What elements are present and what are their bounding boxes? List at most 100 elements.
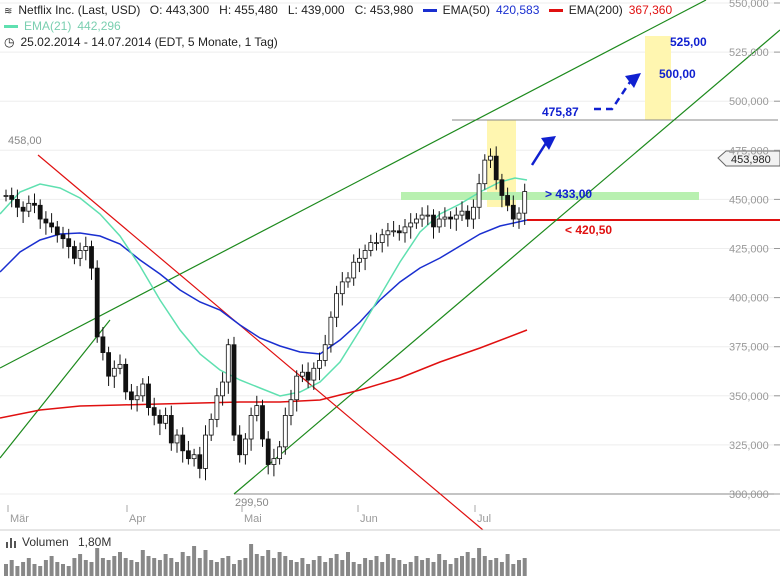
projection-arrow-2-head xyxy=(625,73,641,88)
volume-bar xyxy=(306,564,311,576)
candle-body xyxy=(94,267,100,338)
candle-body xyxy=(168,415,174,444)
bars-icon xyxy=(6,538,16,548)
volume-bar xyxy=(180,552,185,576)
candle-body xyxy=(123,363,129,393)
volume-value: 1,80M xyxy=(78,535,111,549)
candle-body xyxy=(391,230,397,233)
candle-body xyxy=(277,446,283,460)
candle-body xyxy=(83,246,89,251)
volume-bars xyxy=(4,544,527,576)
ema200-swatch xyxy=(548,9,563,13)
candle-body xyxy=(493,155,499,181)
volume-bar xyxy=(72,558,77,576)
candle-body xyxy=(54,226,60,236)
candle-body xyxy=(356,257,362,263)
volume-bar xyxy=(271,558,276,576)
candle-body xyxy=(265,438,271,465)
volume-bar xyxy=(232,564,236,576)
volume-bar xyxy=(89,562,94,576)
candle-body xyxy=(476,183,482,208)
candles xyxy=(3,146,528,481)
ema21-line xyxy=(0,177,528,397)
candle-body xyxy=(413,218,419,224)
volume-bar xyxy=(499,562,504,576)
ohlc-values: O: 443,300 H: 455,480 L: 439,000 C: 453,… xyxy=(149,3,414,17)
candle-body xyxy=(32,202,37,206)
volume-bar xyxy=(21,562,26,576)
candle-body xyxy=(419,214,425,220)
volume-bar xyxy=(380,562,385,576)
volume-bar xyxy=(505,554,510,576)
label-high: 458,00 xyxy=(8,135,42,147)
y-tick-label: 475,000 xyxy=(729,145,769,157)
support-zone xyxy=(401,192,699,200)
volume-bar xyxy=(95,548,100,576)
volume-bar xyxy=(4,564,8,576)
label-support-433: > 433,00 xyxy=(545,187,592,201)
candle-body xyxy=(220,381,226,397)
candle-body xyxy=(146,383,151,408)
candle-body xyxy=(214,395,220,420)
volume-bar xyxy=(477,548,482,576)
candle-body xyxy=(72,246,77,259)
ema21-swatch xyxy=(4,25,18,29)
volume-bar xyxy=(32,564,37,576)
volume-bar xyxy=(169,558,174,576)
volume-bar xyxy=(135,562,140,576)
volume-bar xyxy=(494,558,499,576)
last-price-value: 453,980 xyxy=(731,154,771,166)
ema50-line xyxy=(0,219,528,355)
volume-bar xyxy=(488,560,493,576)
candle-body xyxy=(282,415,288,448)
volume-bar xyxy=(106,560,111,576)
trend-line-down-red xyxy=(37,154,484,531)
volume-bar xyxy=(328,558,333,576)
candle-body xyxy=(488,155,493,161)
y-tick-label: 325,000 xyxy=(729,440,769,452)
candle-body xyxy=(43,218,49,224)
candle-body xyxy=(510,204,516,220)
volume-bar xyxy=(146,556,151,576)
candle-body xyxy=(60,234,66,240)
volume-bar xyxy=(237,560,242,576)
candle-body xyxy=(260,405,265,440)
candle-body xyxy=(37,204,43,220)
volume-bar xyxy=(522,558,527,576)
volume-bar xyxy=(420,560,425,576)
candle-body xyxy=(254,405,260,416)
header-row-3: ◷ 25.02.2014 - 14.07.2014 (EDT, 5 Monate,… xyxy=(4,35,284,49)
volume-bar xyxy=(243,558,248,576)
y-tick-label: 500,000 xyxy=(729,96,769,108)
volume-bar xyxy=(311,560,316,576)
volume-bar xyxy=(391,558,396,576)
trend-line-lower-green xyxy=(0,319,111,459)
candle-body xyxy=(77,250,83,259)
candle-body xyxy=(305,371,311,381)
candle-body xyxy=(225,344,231,383)
projection-arrow-2 xyxy=(594,81,632,111)
header-row-1: ≋ Netflix Inc. (Last, USD) O: 443,300 H: … xyxy=(4,3,678,17)
y-tick-label: 550,000 xyxy=(729,0,769,10)
candle-body xyxy=(516,212,522,220)
volume-bar xyxy=(38,566,43,576)
candle-body xyxy=(385,230,391,236)
candle-body xyxy=(334,293,340,318)
ema200-label: EMA(200) xyxy=(568,3,623,17)
volume-bar xyxy=(334,554,339,576)
projection-arrow-1 xyxy=(530,142,548,166)
volume-bar xyxy=(437,554,442,576)
volume-bar xyxy=(323,562,328,576)
candle-body xyxy=(100,336,106,353)
chart-type-icon[interactable]: ≋ xyxy=(4,6,13,17)
candle-body xyxy=(368,242,374,251)
volume-bar xyxy=(374,556,379,576)
volume-bar xyxy=(368,560,373,576)
y-tick-label: 300,000 xyxy=(729,489,769,501)
volume-bar xyxy=(209,560,214,576)
candle-body xyxy=(151,407,157,416)
candle-body xyxy=(470,206,476,220)
label-support-420: < 420,50 xyxy=(565,223,612,237)
label-target-475: 475,87 xyxy=(542,105,579,119)
volume-bar xyxy=(289,560,293,576)
